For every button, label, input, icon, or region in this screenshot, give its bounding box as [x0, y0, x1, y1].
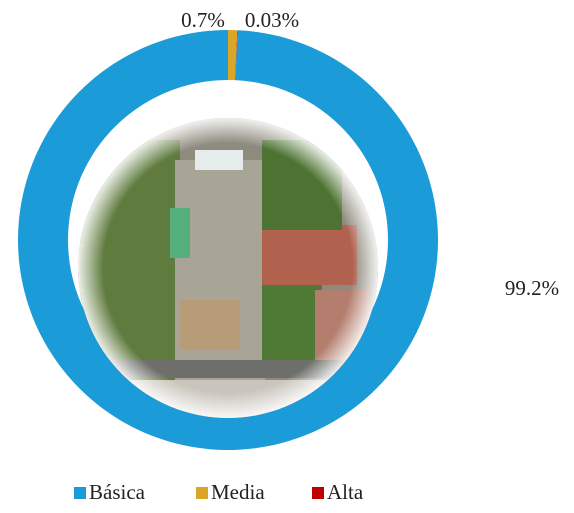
legend-label: Media [211, 480, 265, 504]
data-label: 99.2% [505, 276, 559, 300]
legend-label: Básica [89, 480, 146, 504]
slice [235, 30, 238, 81]
aerial-photo [78, 118, 378, 418]
data-label: 0.03% [245, 8, 299, 32]
legend-label: Alta [327, 480, 364, 504]
slice [228, 30, 238, 81]
data-label: 0.7% [181, 8, 225, 32]
donut [18, 30, 439, 450]
legend-swatch [74, 487, 86, 499]
legend-swatch [312, 487, 324, 499]
legend-swatch [196, 487, 208, 499]
